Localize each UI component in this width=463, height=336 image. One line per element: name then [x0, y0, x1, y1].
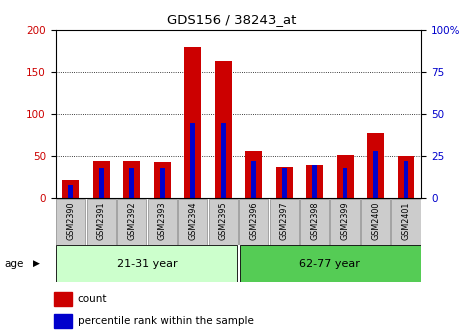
Text: GSM2390: GSM2390 [66, 202, 75, 240]
Bar [130, 168, 134, 198]
Bar [276, 167, 293, 198]
Text: count: count [78, 294, 107, 304]
Bar [190, 123, 195, 198]
Text: 62-77 year: 62-77 year [300, 259, 360, 269]
Bar [251, 161, 256, 198]
Text: GSM2401: GSM2401 [401, 202, 411, 240]
FancyBboxPatch shape [239, 199, 269, 245]
Bar [404, 161, 408, 198]
Bar [99, 168, 104, 198]
Text: GSM2392: GSM2392 [127, 202, 136, 240]
Bar [306, 166, 323, 198]
Bar [160, 168, 164, 198]
FancyBboxPatch shape [300, 199, 329, 245]
FancyBboxPatch shape [361, 199, 390, 245]
Bar [313, 165, 317, 198]
Bar [337, 155, 354, 198]
Bar [398, 156, 414, 198]
Bar [373, 151, 378, 198]
FancyBboxPatch shape [178, 199, 207, 245]
Bar [221, 123, 225, 198]
Bar [367, 133, 384, 198]
Bar [215, 61, 232, 198]
Text: GSM2400: GSM2400 [371, 202, 380, 240]
Bar [54, 292, 72, 306]
Text: GSM2398: GSM2398 [310, 202, 319, 240]
Text: GDS156 / 38243_at: GDS156 / 38243_at [167, 13, 296, 27]
FancyBboxPatch shape [148, 199, 177, 245]
Bar [56, 245, 237, 282]
Bar [93, 161, 110, 198]
Bar [282, 168, 287, 198]
Text: percentile rank within the sample: percentile rank within the sample [78, 317, 254, 326]
FancyBboxPatch shape [391, 199, 421, 245]
Bar [245, 151, 262, 198]
Bar [154, 162, 171, 198]
Text: GSM2396: GSM2396 [249, 202, 258, 240]
Text: GSM2395: GSM2395 [219, 202, 228, 240]
Text: ▶: ▶ [33, 259, 40, 268]
Bar [63, 180, 79, 198]
FancyBboxPatch shape [269, 199, 299, 245]
FancyBboxPatch shape [56, 199, 86, 245]
Bar [343, 168, 347, 198]
Text: GSM2399: GSM2399 [341, 202, 350, 240]
FancyBboxPatch shape [208, 199, 238, 245]
Bar [69, 185, 73, 198]
Bar [54, 314, 72, 329]
Text: GSM2397: GSM2397 [280, 202, 288, 240]
Text: GSM2394: GSM2394 [188, 202, 197, 240]
FancyBboxPatch shape [331, 199, 360, 245]
FancyBboxPatch shape [87, 199, 116, 245]
Text: GSM2393: GSM2393 [158, 202, 167, 240]
Text: GSM2391: GSM2391 [97, 202, 106, 240]
Bar [240, 245, 421, 282]
Text: 21-31 year: 21-31 year [117, 259, 177, 269]
Bar [184, 47, 201, 198]
Bar [123, 161, 140, 198]
FancyBboxPatch shape [117, 199, 146, 245]
Text: age: age [5, 259, 24, 269]
